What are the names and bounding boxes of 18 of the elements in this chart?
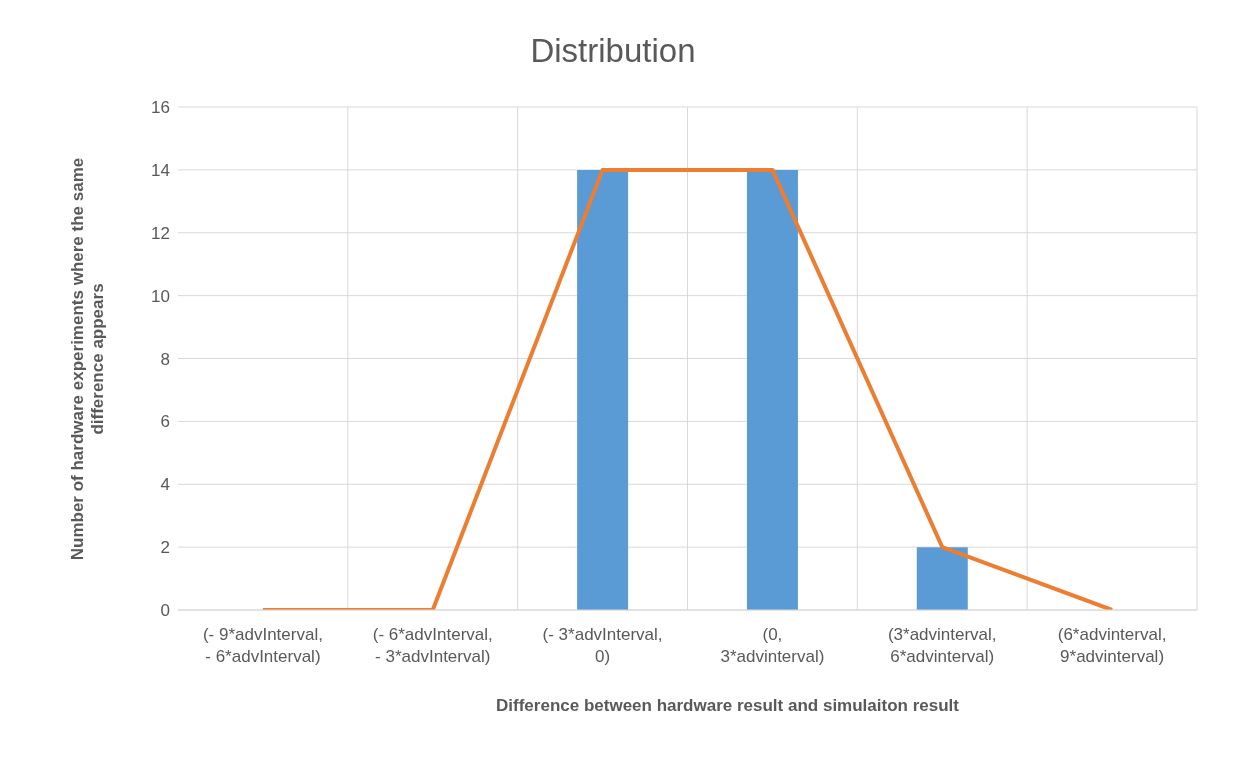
x-tick-label: (- 3*advInterval, 0) [542, 625, 663, 666]
y-tick-label: 2 [160, 538, 170, 558]
x-axis-title: Difference between hardware result and simulaiton result [495, 696, 960, 716]
x-tick-label: (3*advinterval, 6*advinterval) [887, 625, 997, 666]
y-tick-label: 4 [160, 475, 170, 495]
x-tick-label: (0, 3*advinterval) [720, 625, 825, 666]
y-tick-label: 14 [151, 160, 170, 180]
x-tick-label: (- 9*advInterval, - 6*advInterval) [202, 625, 323, 666]
y-axis-title: Number of hardware experiments where the same difference appears [68, 156, 108, 562]
y-tick-label: 16 [151, 98, 170, 118]
x-tick-label: (- 6*advInterval, - 3*advInterval) [372, 625, 493, 666]
y-tick-label: 0 [160, 601, 170, 621]
x-tick-label: (6*advinterval, 9*advinterval) [1057, 625, 1167, 666]
y-tick-label: 10 [151, 286, 170, 306]
y-tick-label: 12 [151, 223, 170, 243]
y-tick-label: 6 [160, 412, 170, 432]
chart-title: Distribution [529, 32, 697, 70]
y-tick-label: 8 [160, 349, 170, 369]
